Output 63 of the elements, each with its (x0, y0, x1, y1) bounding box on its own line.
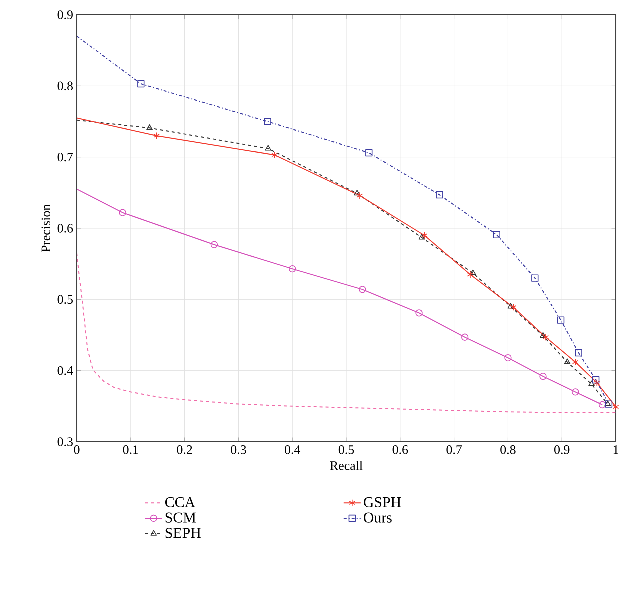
point (418, 234, 426, 240)
x-tick-label: 0.6 (392, 446, 408, 454)
point (493, 231, 500, 238)
point (612, 404, 620, 411)
point (422, 232, 428, 240)
y-axis-title: Precision (42, 204, 50, 252)
point (470, 270, 476, 276)
point (532, 274, 539, 282)
point (264, 118, 272, 126)
point (540, 332, 546, 338)
x-tick-label: 1 (614, 446, 618, 454)
point (146, 124, 153, 130)
y-tick-label: 0.3 (58, 438, 73, 446)
point (540, 372, 547, 380)
y-tick-label: 0.8 (58, 82, 73, 91)
legend-label: SEPH (166, 528, 201, 538)
point (594, 379, 600, 387)
legend-label: GSPH (364, 497, 402, 508)
point (265, 145, 272, 151)
point (542, 334, 550, 341)
point (154, 132, 160, 140)
x-tick-label: 0.7 (446, 446, 462, 454)
point (436, 191, 444, 199)
point (462, 334, 469, 341)
point (588, 380, 595, 386)
point (510, 304, 517, 312)
point (289, 265, 296, 273)
point (416, 310, 423, 317)
point (354, 190, 360, 196)
point (508, 303, 514, 309)
point (467, 271, 474, 278)
x-axis-title: Recall (330, 461, 363, 470)
x-tick-label: 0.8 (500, 446, 516, 454)
x-tick-label: 0.2 (177, 446, 192, 454)
point (272, 152, 278, 159)
y-tick-label: 0.4 (58, 366, 74, 376)
legend-label: CCA (165, 497, 196, 508)
point (592, 376, 600, 384)
x-tick-label: 0.4 (285, 446, 301, 454)
point (572, 388, 580, 396)
point (572, 358, 579, 366)
point (575, 349, 582, 357)
y-tick-label: 0.7 (58, 152, 74, 162)
point (359, 286, 366, 294)
y-tick-label: 0.9 (58, 10, 73, 20)
legend-label: Ours (364, 512, 392, 523)
x-tick-label: 0.1 (123, 446, 138, 454)
point (557, 316, 565, 324)
point (366, 149, 373, 157)
x-tick-label: 0 (74, 446, 80, 454)
legend-label: SCM (166, 512, 196, 523)
y-tick-label: 0.6 (58, 224, 74, 233)
point (138, 80, 145, 88)
point (598, 401, 606, 409)
point (504, 354, 512, 362)
point (210, 241, 218, 248)
point (356, 192, 364, 200)
y-tick-label: 0.5 (58, 295, 73, 304)
x-tick-label: 0.3 (231, 446, 246, 454)
x-tick-label: 0.9 (554, 446, 570, 454)
x-tick-label: 0.5 (338, 446, 354, 454)
point (564, 358, 571, 364)
point (119, 209, 126, 216)
